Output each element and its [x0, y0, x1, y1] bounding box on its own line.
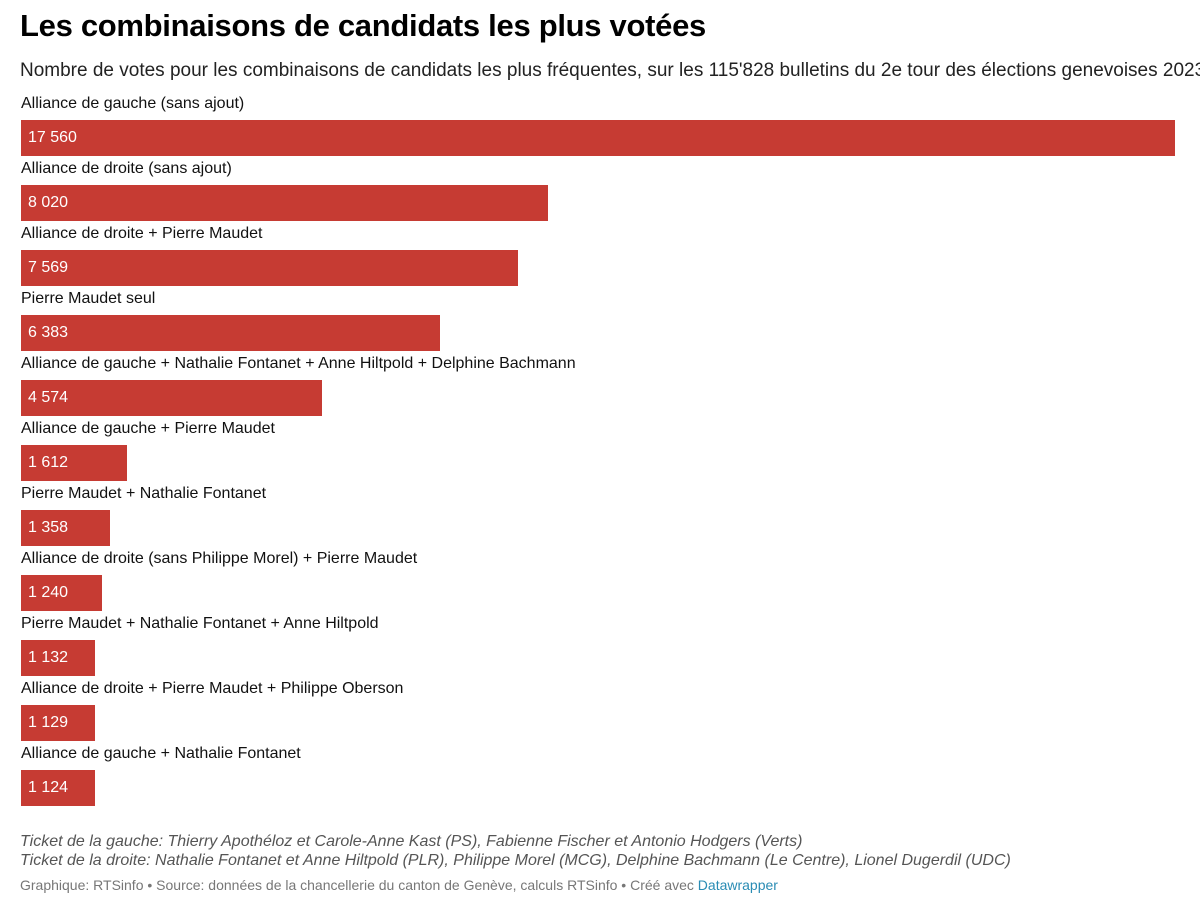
bar: 1 132 [21, 640, 96, 676]
bar-value-label: 1 129 [28, 714, 69, 731]
category-label: Pierre Maudet seul [21, 290, 156, 307]
category-label: Alliance de gauche + Pierre Maudet [21, 420, 275, 437]
bar-value-label: 6 383 [28, 324, 69, 341]
category-label: Pierre Maudet + Nathalie Fontanet [21, 485, 267, 502]
category-label: Alliance de droite + Pierre Maudet + Phi… [21, 680, 404, 697]
bar-row: Pierre Maudet seul 6 383 [21, 287, 1175, 352]
note-ticket-gauche: Ticket de la gauche: Thierry Apothéloz e… [20, 833, 803, 850]
category-label: Alliance de droite (sans ajout) [21, 160, 232, 177]
chart-subtitle: Nombre de votes pour les combinaisons de… [20, 60, 1200, 81]
note-ticket-droite: Ticket de la droite: Nathalie Fontanet e… [20, 852, 1011, 869]
bar-row: Alliance de gauche (sans ajout) 17 560 [21, 92, 1175, 157]
bar-row: Alliance de gauche + Pierre Maudet 1 612 [21, 417, 1175, 482]
bar-value-label: 7 569 [28, 259, 69, 276]
bar-row: Alliance de droite + Pierre Maudet 7 569 [21, 222, 1175, 287]
bar: 1 240 [21, 575, 103, 611]
bar: 17 560 [21, 120, 1175, 156]
category-label: Alliance de droite + Pierre Maudet [21, 225, 263, 242]
bar-value-label: 1 612 [28, 454, 69, 471]
bar: 8 020 [21, 185, 549, 221]
bar: 1 129 [21, 705, 96, 741]
bar-value-label: 1 358 [28, 519, 69, 536]
bar-value-label: 1 132 [28, 649, 69, 666]
bar-value-label: 1 124 [28, 779, 69, 796]
bar: 4 574 [21, 380, 322, 416]
bar-row: Pierre Maudet + Nathalie Fontanet 1 358 [21, 482, 1175, 547]
bar-row: Alliance de droite (sans ajout) 8 020 [21, 157, 1175, 222]
bar: 1 612 [21, 445, 127, 481]
chart-title: Les combinaisons de candidats les plus v… [20, 8, 706, 43]
bar-row: Alliance de gauche + Nathalie Fontanet +… [21, 352, 1175, 417]
bar: 7 569 [21, 250, 519, 286]
bar-row: Alliance de droite (sans Philippe Morel)… [21, 547, 1175, 612]
footer-credits: Graphique: RTSinfo • Source: données de … [20, 877, 698, 893]
bar-row: Pierre Maudet + Nathalie Fontanet + Anne… [21, 612, 1175, 677]
category-label: Alliance de gauche + Nathalie Fontanet [21, 745, 301, 762]
category-label: Alliance de gauche (sans ajout) [21, 95, 245, 112]
footer: Graphique: RTSinfo • Source: données de … [20, 877, 778, 893]
category-label: Alliance de gauche + Nathalie Fontanet +… [21, 355, 576, 372]
bar: 1 358 [21, 510, 111, 546]
bar-value-label: 4 574 [28, 389, 69, 406]
bar-row: Alliance de gauche + Nathalie Fontanet 1 … [21, 742, 1175, 807]
bar: 6 383 [21, 315, 441, 351]
bar-value-label: 1 240 [28, 584, 69, 601]
bar-row: Alliance de droite + Pierre Maudet + Phi… [21, 677, 1175, 742]
category-label: Alliance de droite (sans Philippe Morel)… [21, 550, 418, 567]
bar-value-label: 17 560 [28, 129, 77, 146]
bar: 1 124 [21, 770, 95, 806]
category-label: Pierre Maudet + Nathalie Fontanet + Anne… [21, 615, 379, 632]
datawrapper-link[interactable]: Datawrapper [697, 877, 778, 893]
bar-value-label: 8 020 [28, 194, 69, 211]
